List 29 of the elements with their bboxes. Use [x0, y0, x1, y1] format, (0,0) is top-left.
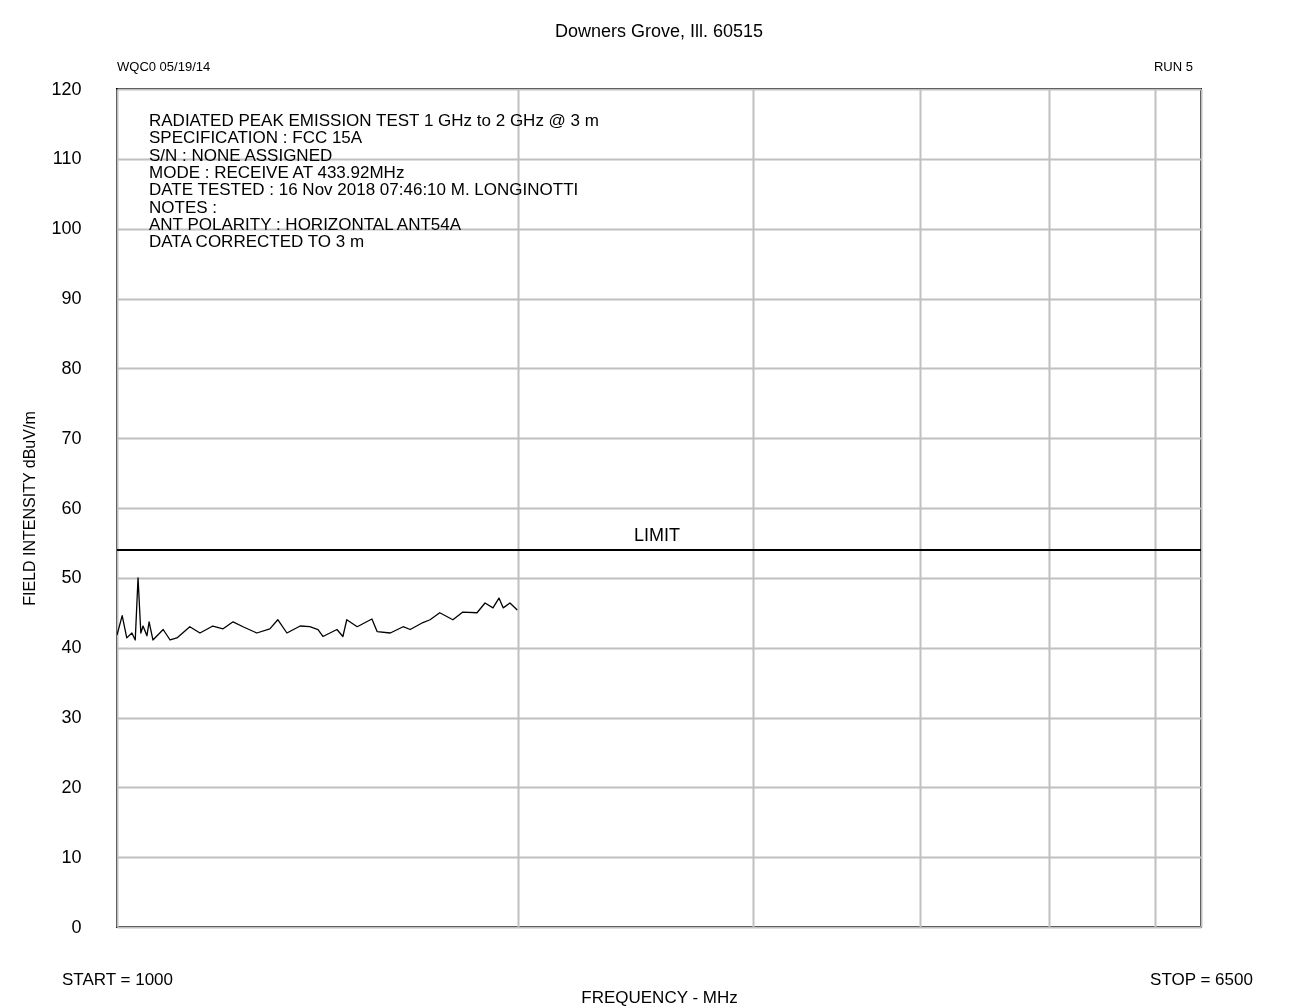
y-tick-label: 90	[61, 288, 82, 308]
y-tick-label: 30	[61, 707, 82, 727]
annotation: DATA CORRECTED TO 3 m	[149, 232, 365, 252]
y-tick-label: 0	[71, 916, 82, 937]
annotation: NOTES :	[149, 197, 218, 217]
y-tick-label: 80	[61, 357, 82, 378]
x-tick-label: STOP = 6500	[1150, 969, 1253, 989]
annotation: S/N : NONE ASSIGNED	[149, 145, 333, 165]
y-tick-label: 120	[51, 78, 82, 99]
y-tick-label: 20	[61, 776, 82, 797]
text: WQC0 05/19/14	[117, 59, 211, 74]
ref-line-label: LIMIT	[633, 524, 681, 545]
y-tick-label: 10	[61, 846, 82, 867]
y-tick-label: 50	[61, 567, 82, 588]
y-tick-label: 70	[61, 427, 82, 448]
y-axis-title: FIELD INTENSITY dBuV/m	[20, 411, 38, 606]
x-tick-label: START = 1000	[61, 969, 174, 989]
annotation: RADIATED PEAK EMISSION TEST 1 GHz to 2 GHz @ 3 m	[149, 111, 599, 130]
chart-title: Downers Grove, Ill. 60515	[554, 21, 764, 41]
y-tick-label: 40	[61, 637, 82, 658]
text: RUN 5	[1153, 59, 1193, 74]
y-tick-label: 100	[51, 218, 82, 239]
annotation: SPECIFICATION : FCC 15A	[149, 128, 363, 148]
y-tick-label: 110	[52, 148, 82, 169]
annotation: ANT POLARITY : HORIZONTAL ANT54A	[149, 214, 462, 234]
annotation: DATE TESTED : 16 Nov 2018 07:46:10 M. LONGINOTTI	[149, 180, 579, 200]
x-axis-title: FREQUENCY - MHz	[581, 987, 738, 1007]
y-tick-label: 60	[61, 497, 82, 518]
annotation: MODE : RECEIVE AT 433.92MHz	[149, 162, 405, 182]
